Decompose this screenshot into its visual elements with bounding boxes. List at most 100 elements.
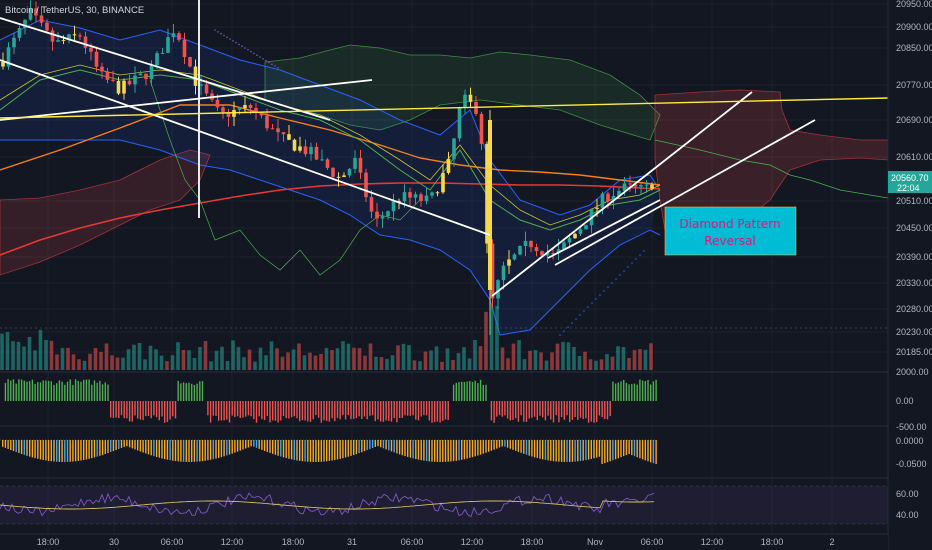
time-tick-label: 30 [109,537,119,547]
candle-body [100,66,104,72]
annotation-line-2: Reversal [704,234,756,248]
oscillator-1-pane [4,379,657,423]
diamond-pattern-annotation[interactable]: Diamond Pattern Reversal [664,206,797,256]
candle-body [584,225,588,230]
candle [529,240,533,253]
candle-body [265,115,269,129]
candle-body [380,216,385,219]
candle [611,187,616,210]
candle-body [573,233,577,239]
histogram-bar [145,401,147,417]
sar-dot [571,322,573,324]
oscillator-bar [158,440,160,458]
sar-dot [226,36,228,38]
oscillator-bar [164,440,166,460]
volume-bar [473,340,477,370]
time-axis[interactable]: 18:00 30 06:00 12:00 18:00 31 06:00 12:00 18:00 N… [0,535,888,550]
histogram-bar [644,381,646,401]
histogram-bar [647,379,649,401]
candle-body [237,108,242,110]
histogram-bar [88,379,90,401]
volume-bar [440,361,444,370]
time-tick-label: 12:00 [701,537,724,547]
sar-dot [268,61,270,64]
oscillator-bar [390,440,393,452]
oscillator-bar [488,440,490,452]
oscillator-bar [450,440,452,462]
volume-bar [99,351,103,370]
candle-body [298,146,302,151]
candle [281,131,286,142]
sar-dot [274,65,276,67]
price-tick-label: 20610.00 [896,152,932,162]
price-tick-label: 20185.00 [896,347,932,357]
candle-body [259,112,264,116]
histogram-bar [380,401,382,422]
candle [518,245,522,256]
histogram-bar [493,401,495,423]
candle [182,32,187,65]
oscillator-bar [26,440,28,456]
oscillator-bar [639,440,641,459]
price-tag-background [888,171,932,193]
histogram-bar [218,401,220,421]
oscillator-bar [218,440,220,458]
sar-dot [575,318,577,320]
oscillator-bar [531,440,533,457]
volume-bar [605,354,609,370]
oscillator-bar [7,440,9,449]
candle-body [441,172,445,193]
volume-bar [555,343,560,370]
histogram-bar [7,379,9,401]
histogram-bar [466,381,468,401]
histogram-bar [328,401,331,422]
oscillator-bar [598,440,601,457]
oscillator-bar [64,440,66,462]
volume-bar [264,355,268,370]
volume-bar [418,361,422,370]
price-axis[interactable]: 20950.00 20900.00 20850.00 20770.00 20690.00… [889,0,932,550]
histogram-bar [153,401,155,416]
histogram-bar [220,401,223,421]
oscillator-bar [304,440,306,462]
candle [56,31,60,43]
volume-bar [385,358,389,370]
candle-body [204,84,209,94]
candle-body [375,211,379,219]
histogram-bar [123,401,125,419]
histogram-bar [604,401,606,420]
volume-bar [561,341,565,370]
oscillator-bar [569,440,571,462]
symbol-title[interactable]: Bitcoin / TetherUS, 30, BINANCE [5,5,144,16]
candle-body [50,30,55,42]
oscillator-bar [231,440,233,454]
oscillator-bar [515,440,517,451]
oscillator-bar [101,440,104,455]
oscillator-bar [585,440,587,461]
histogram-bar [485,384,487,401]
current-price-tag[interactable]: 20560.70 22:04 [888,171,932,193]
oscillator-bar [123,440,125,447]
oscillator-bar [309,440,312,462]
oscillator-bar [261,440,263,450]
volume-bar [412,360,417,370]
histogram-bar [606,401,609,420]
histogram-bar [536,401,538,421]
oscillator-bar [509,440,511,449]
volume-bar [627,358,631,370]
candle-body [562,242,566,250]
candle-body [111,79,115,81]
price-tick-label: 20390.00 [896,252,932,262]
histogram-bar [26,381,28,401]
candle-body [540,251,544,256]
candle [193,59,198,95]
histogram-bar [139,401,142,420]
candle [94,46,99,72]
oscillator-bar [582,440,584,461]
candle-body [408,192,412,198]
sar-dot [223,34,225,37]
volume-bar [379,357,384,370]
volume-bar [313,355,318,370]
oscillator-bar [393,440,395,453]
